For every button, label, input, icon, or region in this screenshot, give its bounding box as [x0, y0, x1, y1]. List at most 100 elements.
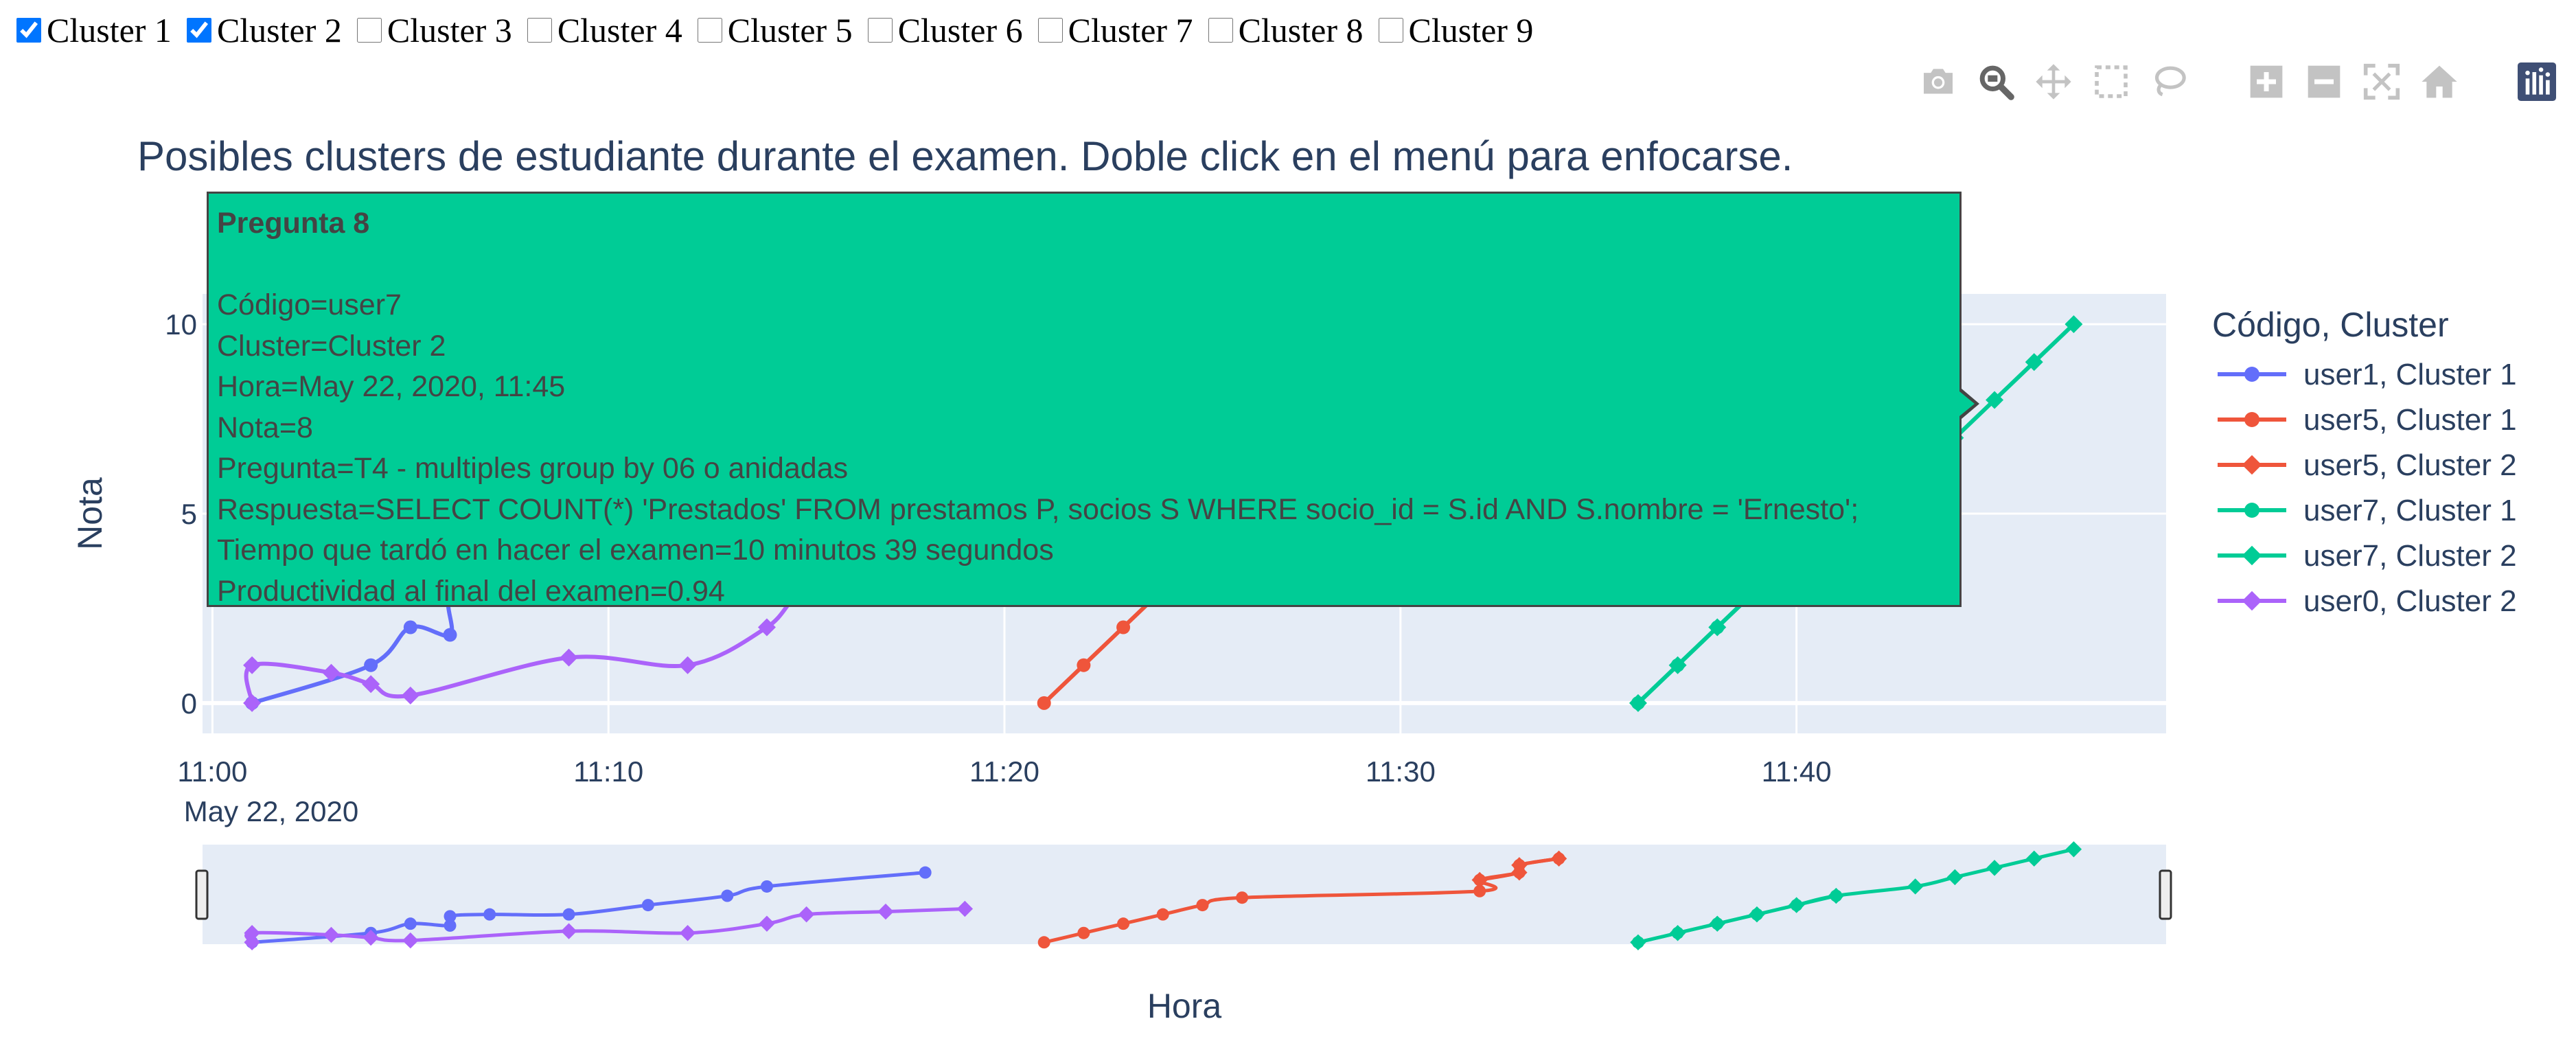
- data-point: [760, 880, 773, 893]
- cluster-checkbox-3[interactable]: Cluster 3: [356, 10, 512, 50]
- data-point: [721, 889, 734, 902]
- cluster-checkbox-input[interactable]: [867, 18, 893, 43]
- data-point: [2242, 545, 2262, 566]
- legend-label: user5, Cluster 2: [2303, 448, 2517, 482]
- x-date-label: May 22, 2020: [184, 795, 359, 827]
- cluster-checkbox-input[interactable]: [16, 18, 41, 43]
- data-point: [877, 903, 894, 920]
- data-point: [322, 663, 341, 682]
- hover-line: Tiempo que tardó en hacer el examen=10 m…: [217, 534, 1054, 567]
- legend-item[interactable]: user1, Cluster 1: [2218, 358, 2517, 391]
- modebar: [1916, 60, 2560, 103]
- data-point: [243, 694, 262, 712]
- cluster-checkbox-label: Cluster 2: [216, 11, 342, 49]
- autoscale-icon[interactable]: [2359, 60, 2404, 103]
- y-axis-title: Nota: [71, 477, 109, 550]
- data-point: [364, 658, 378, 672]
- cluster-checkbox-2[interactable]: Cluster 2: [186, 10, 342, 50]
- data-point: [1709, 915, 1725, 932]
- cluster-checkbox-6[interactable]: Cluster 6: [867, 10, 1023, 50]
- data-point: [1471, 871, 1488, 889]
- cluster-checkbox-input[interactable]: [1208, 18, 1233, 43]
- legend-item[interactable]: user7, Cluster 1: [2218, 494, 2517, 527]
- pan-icon[interactable]: [2031, 60, 2076, 103]
- legend-title: Código, Cluster: [2212, 306, 2449, 344]
- data-point: [1986, 860, 2003, 876]
- data-point: [2242, 455, 2262, 475]
- data-point: [1077, 658, 1091, 672]
- cluster-checkbox-9[interactable]: Cluster 9: [1378, 10, 1534, 50]
- x-tick-label: 11:40: [1762, 755, 1832, 788]
- cluster-checkbox-input[interactable]: [1378, 18, 1403, 43]
- data-point: [757, 618, 776, 637]
- data-point: [243, 656, 262, 674]
- cluster-checkbox-input[interactable]: [527, 18, 552, 43]
- cluster-checkbox-label: Cluster 9: [1408, 11, 1534, 49]
- data-point: [1708, 618, 1727, 637]
- data-point: [2026, 850, 2043, 867]
- zoom-out-icon[interactable]: [2301, 60, 2347, 103]
- cluster-checkbox-8[interactable]: Cluster 8: [1208, 10, 1364, 50]
- cluster-checkbox-input[interactable]: [356, 18, 382, 43]
- data-point: [2242, 591, 2262, 611]
- cluster-checkbox-5[interactable]: Cluster 5: [697, 10, 853, 50]
- range-slider-right-handle[interactable]: [2159, 869, 2172, 920]
- cluster-checkbox-label: Cluster 7: [1068, 11, 1193, 49]
- hover-tooltip: Pregunta 8 Código=user7 Cluster=Cluster 2…: [207, 192, 1962, 607]
- data-point: [1749, 906, 1765, 923]
- data-point: [244, 934, 260, 950]
- hover-line: Cluster=Cluster 2: [217, 329, 446, 363]
- data-point: [401, 686, 419, 705]
- data-point: [1156, 908, 1169, 921]
- x-tick-label: 11:00: [177, 755, 247, 788]
- cluster-checkbox-1[interactable]: Cluster 1: [16, 10, 172, 50]
- slider-series-group: [244, 841, 2082, 950]
- plotly-logo-icon[interactable]: [2514, 60, 2560, 103]
- cluster-filter: Cluster 1 Cluster 2 Cluster 3 Cluster 4 Clus…: [16, 10, 1533, 51]
- legend-item[interactable]: user0, Cluster 2: [2218, 584, 2517, 618]
- data-point: [1511, 857, 1528, 873]
- legend-item[interactable]: user5, Cluster 1: [2218, 403, 2517, 437]
- y-tick-label: 0: [181, 687, 197, 720]
- cluster-checkbox-4[interactable]: Cluster 4: [527, 10, 682, 50]
- data-point: [679, 925, 696, 941]
- data-point: [2244, 412, 2259, 427]
- range-slider-left-handle[interactable]: [195, 869, 209, 920]
- data-point: [560, 648, 578, 667]
- camera-icon[interactable]: [1916, 60, 1961, 103]
- hover-line: Respuesta=SELECT COUNT(*) 'Prestados' FR…: [217, 492, 1859, 526]
- range-slider: [203, 845, 2166, 944]
- cluster-checkbox-input[interactable]: [697, 18, 722, 43]
- data-point: [1473, 884, 1486, 897]
- legend-label: user1, Cluster 1: [2303, 358, 2517, 391]
- data-point: [244, 925, 260, 941]
- cluster-checkbox-input[interactable]: [1037, 18, 1063, 43]
- zoom-in-icon[interactable]: [2244, 60, 2289, 103]
- data-point: [1788, 897, 1805, 913]
- cluster-checkbox-input[interactable]: [186, 18, 211, 43]
- data-point: [1907, 878, 1924, 895]
- hover-line: Hora=May 22, 2020, 11:45: [217, 370, 566, 403]
- hover-line: Código=user7: [217, 288, 402, 321]
- data-point: [956, 900, 974, 917]
- box-select-icon[interactable]: [2089, 60, 2134, 103]
- data-point: [798, 906, 815, 923]
- data-point: [1116, 620, 1131, 634]
- data-point: [1828, 887, 1845, 904]
- reset-axes-icon[interactable]: [2417, 60, 2462, 103]
- x-tick-label: 11:20: [969, 755, 1039, 788]
- cluster-checkbox-label: Cluster 4: [557, 11, 682, 49]
- zoom-icon[interactable]: [1973, 60, 2019, 103]
- cluster-checkbox-label: Cluster 3: [387, 11, 512, 49]
- legend-item[interactable]: user5, Cluster 2: [2218, 448, 2517, 482]
- lasso-select-icon[interactable]: [2146, 60, 2192, 103]
- data-point: [678, 656, 697, 674]
- data-point: [1630, 934, 1646, 950]
- data-point: [1629, 694, 1647, 712]
- data-point: [362, 675, 380, 694]
- cluster-checkbox-label: Cluster 6: [897, 11, 1023, 49]
- legend-label: user5, Cluster 1: [2303, 403, 2517, 437]
- cluster-checkbox-7[interactable]: Cluster 7: [1037, 10, 1193, 50]
- data-point: [2065, 315, 2083, 334]
- legend-item[interactable]: user7, Cluster 2: [2218, 539, 2517, 573]
